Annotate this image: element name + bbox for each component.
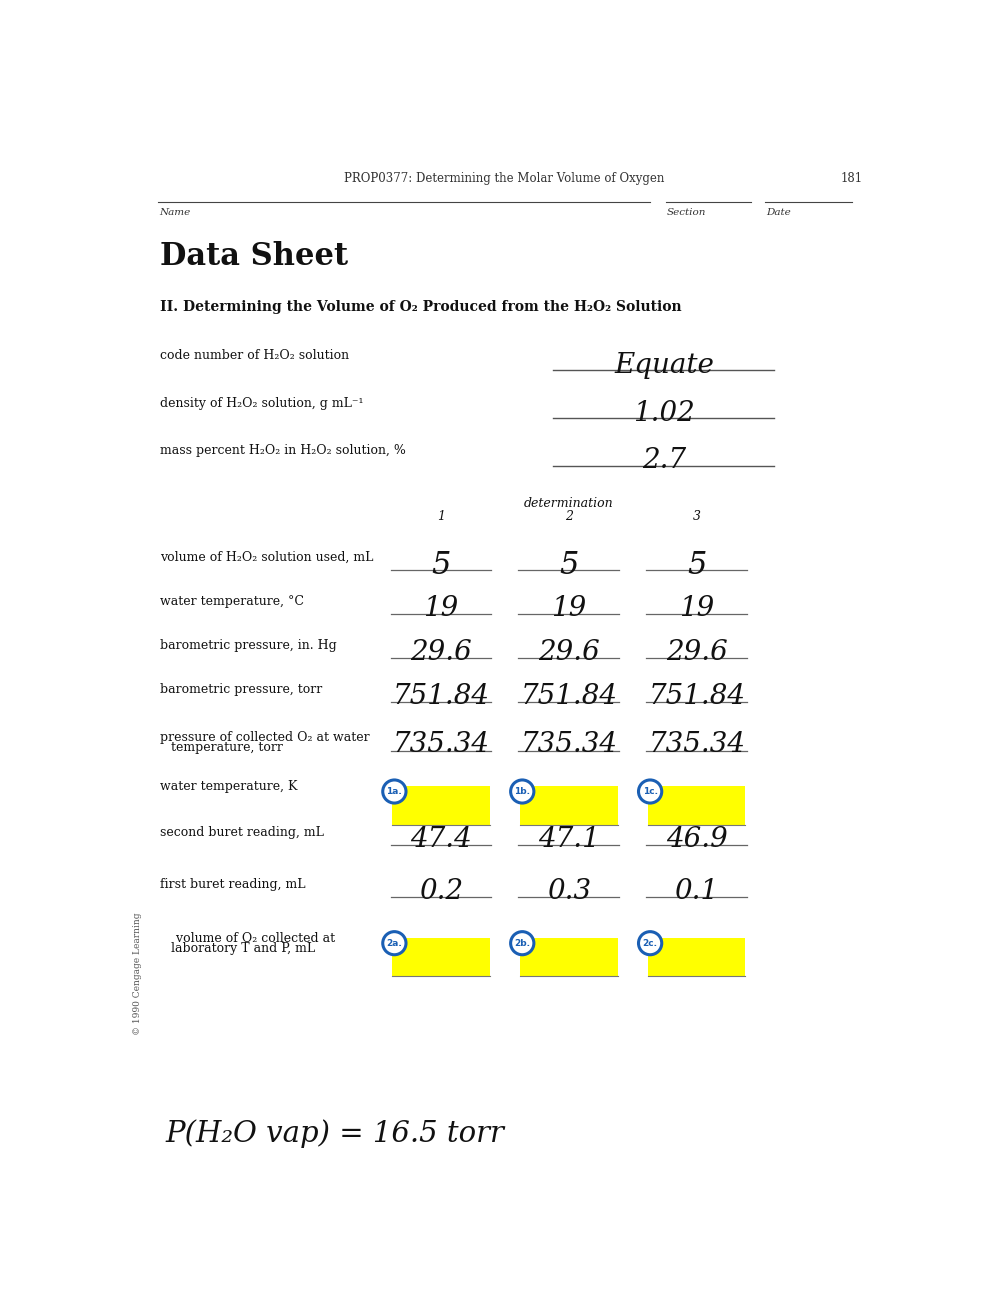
Text: 19: 19 [552,596,586,622]
Text: 2: 2 [564,510,572,523]
Text: 5: 5 [559,551,578,581]
Text: 751.84: 751.84 [520,682,618,710]
Text: Date: Date [766,208,791,217]
Text: Name: Name [160,208,191,217]
Text: code number of H₂O₂ solution: code number of H₂O₂ solution [160,348,349,362]
Text: 0.2: 0.2 [419,877,463,905]
Text: 1c.: 1c. [642,786,658,796]
Text: 2a.: 2a. [386,939,402,948]
Text: 47.1: 47.1 [538,826,600,853]
Text: 29.6: 29.6 [538,639,600,667]
Bar [648,938,746,976]
Text: PROP0377: Determining the Molar Volume of Oxygen: PROP0377: Determining the Molar Volume o… [344,172,665,184]
Text: 46.9: 46.9 [666,826,728,853]
Text: second buret reading, mL: second buret reading, mL [160,826,323,839]
Text: volume of O₂ collected at: volume of O₂ collected at [160,931,335,944]
Text: P(H₂O vap) = 16.5 torr: P(H₂O vap) = 16.5 torr [165,1119,504,1148]
Text: II. Determining the Volume of O₂ Produced from the H₂O₂ Solution: II. Determining the Volume of O₂ Produce… [160,300,682,314]
Text: 181: 181 [841,172,863,184]
Text: water temperature, K: water temperature, K [160,780,297,793]
Bar [648,786,746,825]
Text: 735.34: 735.34 [392,731,490,759]
Text: 2.7: 2.7 [642,447,687,475]
Text: mass percent H₂O₂ in H₂O₂ solution, %: mass percent H₂O₂ in H₂O₂ solution, % [160,444,406,458]
Text: barometric pressure, torr: barometric pressure, torr [160,682,322,696]
Text: barometric pressure, in. Hg: barometric pressure, in. Hg [160,639,336,652]
Circle shape [510,931,534,955]
Text: © 1990 Cengage Learning: © 1990 Cengage Learning [133,913,142,1035]
Text: 5: 5 [431,551,450,581]
Circle shape [383,780,406,803]
Text: 0.3: 0.3 [547,877,591,905]
Text: 19: 19 [424,596,458,622]
Text: determination: determination [524,497,614,510]
Text: 1a.: 1a. [386,786,402,796]
Text: temperature, torr: temperature, torr [171,742,283,755]
Text: 735.34: 735.34 [648,731,745,759]
Text: laboratory T and P, mL: laboratory T and P, mL [171,942,315,955]
Circle shape [638,780,662,803]
Text: 1b.: 1b. [514,786,530,796]
Text: 47.4: 47.4 [410,826,472,853]
Bar [392,938,490,976]
Text: Data Sheet: Data Sheet [160,241,348,272]
Text: 751.84: 751.84 [392,682,490,710]
Text: first buret reading, mL: first buret reading, mL [160,877,305,890]
Bar [392,786,490,825]
Circle shape [638,931,662,955]
Text: density of H₂O₂ solution, g mL⁻¹: density of H₂O₂ solution, g mL⁻¹ [160,397,363,409]
Text: 0.1: 0.1 [675,877,719,905]
Text: 1.02: 1.02 [633,400,695,426]
Text: 3: 3 [692,510,700,523]
Text: 2c.: 2c. [642,939,658,948]
Text: 735.34: 735.34 [520,731,618,759]
Bar [520,786,618,825]
Text: volume of H₂O₂ solution used, mL: volume of H₂O₂ solution used, mL [160,551,373,564]
Bar [520,938,618,976]
Text: water temperature, °C: water temperature, °C [160,596,303,608]
Text: 751.84: 751.84 [648,682,745,710]
Text: 29.6: 29.6 [666,639,728,667]
Text: 2b.: 2b. [514,939,530,948]
Text: 5: 5 [687,551,706,581]
Text: Section: Section [667,208,706,217]
Circle shape [510,780,534,803]
Text: 29.6: 29.6 [410,639,472,667]
Text: 19: 19 [679,596,714,622]
Text: 1: 1 [437,510,445,523]
Text: pressure of collected O₂ at water: pressure of collected O₂ at water [160,731,369,744]
Text: Equate: Equate [614,352,714,379]
Circle shape [383,931,406,955]
